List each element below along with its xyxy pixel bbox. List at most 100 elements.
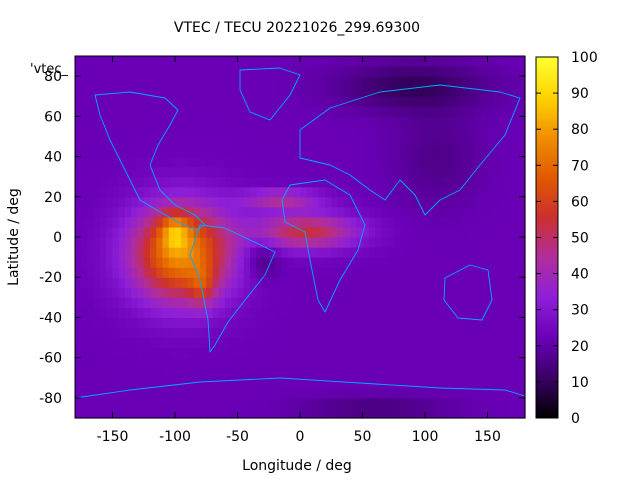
heatmap-cell [487, 96, 495, 107]
heatmap-cell [337, 407, 345, 419]
heatmap-cell [137, 206, 145, 218]
heatmap-cell [512, 76, 520, 87]
heatmap-cell [356, 407, 364, 419]
heatmap-cell [487, 66, 495, 77]
heatmap-cell [156, 116, 164, 127]
heatmap-cell [368, 267, 376, 278]
heatmap-cell [318, 327, 326, 339]
heatmap-cell [75, 287, 82, 298]
heatmap-cell [506, 387, 514, 399]
heatmap-cell [93, 56, 101, 67]
heatmap-cell [87, 196, 95, 208]
heatmap-cell [106, 337, 114, 349]
heatmap-cell [325, 357, 332, 369]
heatmap-cell [243, 166, 251, 178]
heatmap-cell [162, 66, 170, 77]
heatmap-cell [243, 66, 251, 77]
heatmap-cell [412, 377, 420, 389]
heatmap-cell [106, 66, 114, 77]
heatmap-cell [118, 136, 126, 148]
heatmap-cell [356, 367, 364, 379]
heatmap-cell [237, 106, 245, 117]
heatmap-cell [93, 226, 101, 238]
heatmap-cell [437, 237, 445, 248]
heatmap-cell [131, 76, 139, 87]
heatmap-cell [387, 66, 395, 77]
heatmap-cell [312, 257, 320, 268]
heatmap-cell [150, 66, 157, 77]
heatmap-cell [250, 317, 257, 329]
heatmap-cell [325, 377, 332, 389]
heatmap-cell [381, 287, 389, 298]
heatmap-cell [131, 337, 139, 349]
heatmap-cell [112, 56, 120, 67]
heatmap-cell [243, 116, 251, 127]
heatmap-cell [262, 247, 270, 258]
heatmap-cell [212, 76, 220, 87]
heatmap-cell [206, 267, 214, 278]
heatmap-cell [143, 216, 151, 228]
heatmap-cell [387, 156, 395, 168]
heatmap-cell [218, 317, 226, 329]
heatmap-cell [462, 166, 470, 178]
heatmap-cell [325, 277, 332, 288]
heatmap-cell [468, 226, 476, 238]
heatmap-cell [437, 56, 445, 67]
heatmap-cell [481, 267, 489, 278]
heatmap-cell [193, 66, 201, 77]
heatmap-cell [325, 126, 332, 138]
heatmap-cell [75, 96, 82, 107]
heatmap-cell [306, 116, 314, 127]
heatmap-cell [262, 136, 270, 148]
heatmap-cell [356, 387, 364, 399]
heatmap-cell [337, 156, 345, 168]
heatmap-cell [175, 56, 182, 67]
heatmap-cell [368, 216, 376, 228]
heatmap-cell [168, 307, 176, 319]
heatmap-cell [231, 367, 239, 379]
heatmap-cell [500, 357, 507, 369]
heatmap-cell [437, 176, 445, 188]
heatmap-cell [181, 186, 189, 198]
heatmap-cell [362, 176, 370, 188]
heatmap-cell [443, 297, 451, 308]
heatmap-cell [468, 156, 476, 168]
heatmap-cell [493, 196, 501, 208]
heatmap-cell [250, 307, 257, 319]
heatmap-cell [375, 307, 382, 319]
heatmap-cell [281, 267, 289, 278]
heatmap-cell [400, 206, 407, 218]
heatmap-cell [381, 196, 389, 208]
heatmap-cell [362, 126, 370, 138]
heatmap-cell [306, 317, 314, 329]
heatmap-cell [406, 226, 414, 238]
heatmap-cell [187, 176, 195, 188]
heatmap-cell [200, 397, 207, 409]
heatmap-cell [375, 297, 382, 308]
heatmap-cell [418, 56, 426, 67]
heatmap-cell [268, 116, 276, 127]
heatmap-cell [137, 407, 145, 419]
heatmap-cell [200, 226, 207, 238]
heatmap-cell [143, 357, 151, 369]
heatmap-cell [375, 146, 382, 158]
heatmap-cell [162, 86, 170, 97]
heatmap-cell [168, 146, 176, 158]
heatmap-cell [418, 206, 426, 218]
heatmap-cell [368, 257, 376, 268]
coastline-north-america [94, 91, 206, 231]
heatmap-cell [506, 367, 514, 379]
heatmap-cell [300, 136, 307, 148]
heatmap-cell [406, 377, 414, 389]
heatmap-cell [231, 216, 239, 228]
heatmap-cell [93, 66, 101, 77]
heatmap-cell [150, 387, 157, 399]
heatmap-cell [512, 166, 520, 178]
heatmap-cell [100, 76, 107, 87]
heatmap-cell [218, 347, 226, 359]
heatmap-cell [393, 96, 401, 107]
heatmap-cell [350, 247, 357, 258]
heatmap-cell [481, 196, 489, 208]
heatmap-cell [400, 56, 407, 67]
heatmap-cell [131, 216, 139, 228]
